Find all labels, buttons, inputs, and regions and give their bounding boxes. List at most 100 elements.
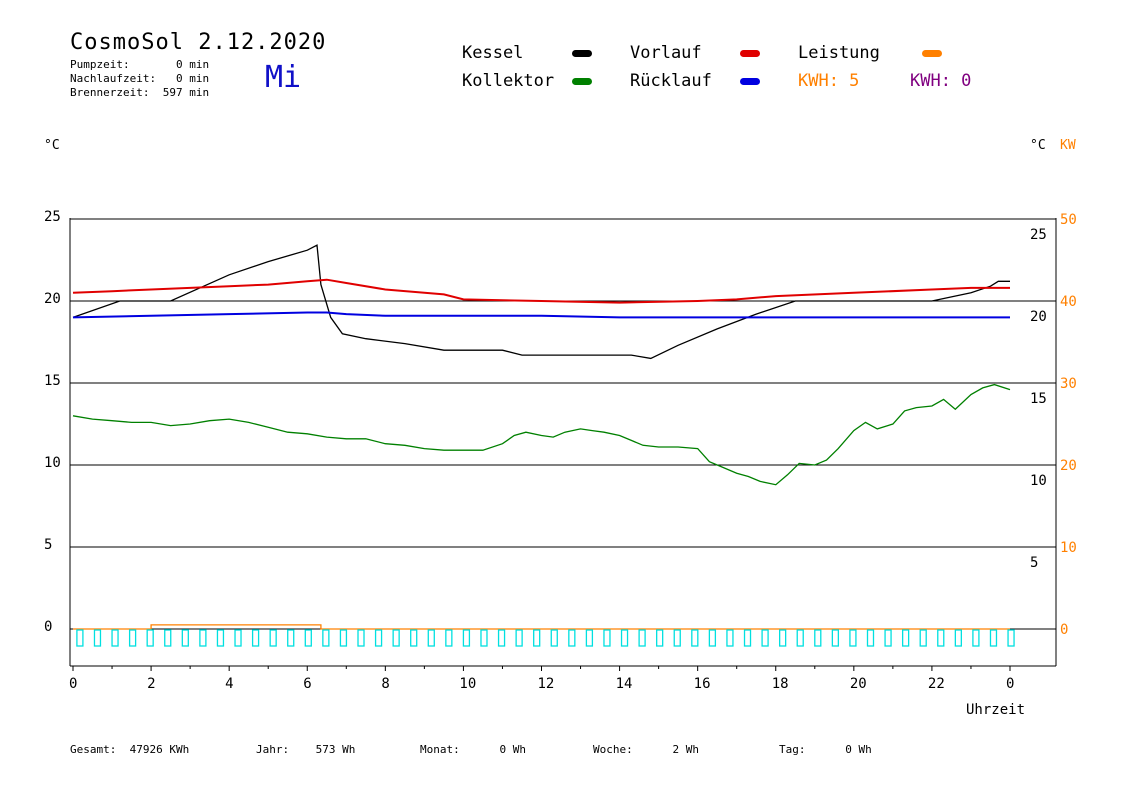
pump-marker-21: [445, 629, 453, 647]
pump-marker-17: [374, 629, 383, 647]
pump-marker-44: [849, 629, 857, 647]
pump-marker-5: [164, 629, 172, 647]
pump-marker-16: [357, 629, 365, 647]
pump-marker-8: [216, 629, 225, 647]
legend-vorlauf: Vorlauf: [630, 43, 702, 63]
y-tick-right-kw-40: 40: [1060, 294, 1077, 310]
series-kessel: [72, 244, 1010, 360]
right-axis-unit: °C: [1030, 138, 1046, 153]
x-tick-5: 10: [459, 676, 476, 692]
pump-marker-51: [972, 629, 980, 647]
y-tick-right-kw-0: 0: [1060, 622, 1068, 638]
pump-marker-4: [146, 629, 154, 647]
pump-marker-14: [322, 629, 330, 647]
footer-gesamt: Gesamt: 47926 KWh: [70, 743, 190, 756]
pump-marker-10: [251, 629, 260, 647]
pump-marker-26: [533, 629, 541, 647]
legend-kwh-1: KWH: 5: [798, 71, 860, 91]
pump-marker-43: [831, 629, 840, 647]
y-tick-left-5: 5: [44, 537, 52, 553]
legend-leistung: Leistung: [798, 43, 880, 63]
pump-marker-35: [691, 629, 699, 647]
legend-leistung-swatch: [922, 50, 942, 57]
series-vorlauf: [72, 278, 1010, 304]
pump-marker-7: [199, 629, 207, 647]
y-tick-right-c-20: 20: [1030, 309, 1047, 325]
pump-marker-49: [937, 629, 945, 647]
series-kollektor: [72, 383, 1011, 486]
pump-marker-50: [954, 629, 962, 647]
y-tick-left-20: 20: [44, 291, 61, 307]
pump-marker-52: [989, 629, 998, 647]
pump-marker-19: [410, 629, 418, 647]
pump-marker-6: [181, 629, 189, 647]
pump-marker-28: [568, 629, 576, 647]
pump-marker-31: [620, 629, 629, 647]
y-tick-left-10: 10: [44, 455, 61, 471]
pump-marker-29: [585, 629, 594, 647]
legend-kessel-swatch: [572, 50, 592, 57]
footer-jahr: Jahr: 573 Wh: [256, 743, 356, 756]
pump-marker-46: [884, 629, 892, 647]
y-tick-right-c-10: 10: [1030, 473, 1047, 489]
brennerzeit-label: Brennerzeit: 597 min: [70, 86, 210, 99]
footer-monat: Monat: 0 Wh: [420, 743, 526, 756]
pump-marker-11: [269, 629, 277, 647]
pump-marker-12: [287, 629, 295, 647]
x-tick-10: 20: [850, 676, 867, 692]
pump-marker-13: [304, 629, 312, 647]
x-tick-11: 22: [928, 676, 945, 692]
pump-marker-47: [901, 629, 910, 647]
x-tick-2: 4: [225, 676, 233, 692]
pump-marker-3: [128, 629, 137, 647]
pump-marker-32: [638, 629, 646, 647]
legend-vorlauf-swatch: [740, 50, 760, 57]
legend-kollektor: Kollektor: [462, 71, 555, 91]
y-tick-left-15: 15: [44, 373, 61, 389]
left-axis-unit: °C: [44, 138, 60, 153]
y-tick-right-c-25: 25: [1030, 227, 1047, 243]
series-leistung: [73, 624, 1010, 630]
y-tick-left-25: 25: [44, 209, 61, 225]
x-tick-8: 16: [694, 676, 711, 692]
y-tick-right-kw-10: 10: [1060, 540, 1077, 556]
right-axis-unit-kw: KW: [1060, 138, 1076, 153]
pump-marker-33: [656, 629, 664, 647]
pump-marker-36: [708, 629, 717, 647]
y-tick-right-kw-50: 50: [1060, 212, 1077, 228]
pump-marker-15: [339, 629, 348, 647]
x-tick-7: 14: [616, 676, 633, 692]
y-tick-right-c-15: 15: [1030, 391, 1047, 407]
pump-marker-1: [93, 629, 102, 647]
chart-title: CosmoSol 2.12.2020: [70, 30, 327, 55]
nachlaufzeit-label: Nachlaufzeit: 0 min: [70, 72, 210, 85]
pump-marker-22: [462, 629, 471, 647]
x-tick-1: 2: [147, 676, 155, 692]
pump-marker-0: [76, 629, 84, 647]
pump-marker-37: [726, 629, 734, 647]
footer-tag: Tag: 0 Wh: [779, 743, 872, 756]
x-tick-0: 0: [69, 676, 77, 692]
legend-ruecklauf-swatch: [740, 78, 760, 85]
x-tick-9: 18: [772, 676, 789, 692]
pumpzeit-label: Pumpzeit: 0 min: [70, 58, 210, 71]
pump-marker-48: [919, 629, 927, 647]
pump-marker-39: [761, 629, 769, 647]
x-axis-label: Uhrzeit: [966, 702, 1026, 718]
pump-marker-41: [796, 629, 804, 647]
legend-ruecklauf: Rücklauf: [630, 71, 712, 91]
pump-marker-38: [743, 629, 752, 647]
pump-marker-2: [111, 629, 119, 647]
legend-kwh-2: KWH: 0: [910, 71, 972, 91]
footer-woche: Woche: 2 Wh: [593, 743, 699, 756]
pump-marker-27: [550, 629, 558, 647]
pump-marker-18: [392, 629, 400, 647]
pump-marker-45: [866, 629, 875, 647]
x-tick-4: 8: [381, 676, 389, 692]
x-tick-12: 0: [1006, 676, 1014, 692]
y-tick-right-kw-30: 30: [1060, 376, 1077, 392]
legend-kessel: Kessel: [462, 43, 524, 63]
legend-kollektor-swatch: [572, 78, 592, 85]
pump-marker-24: [497, 629, 506, 647]
